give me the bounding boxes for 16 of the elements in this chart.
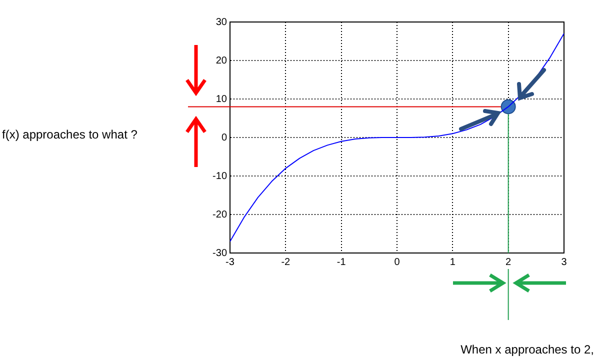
y-tick-label: 30 <box>216 16 228 28</box>
y-tick-label: 10 <box>216 94 228 105</box>
x-tick-label: 0 <box>394 256 400 268</box>
text: When x approaches to 2, <box>460 342 594 356</box>
x-tick-label: 3 <box>561 256 568 268</box>
y-tick-label: 20 <box>216 55 228 66</box>
x-tick-label: 2 <box>506 256 512 268</box>
text: f(x) approaches to what ? <box>2 127 138 142</box>
y-tick-label: -20 <box>212 209 228 220</box>
x-tick-label: -3 <box>226 256 235 268</box>
y-tick-label: -10 <box>212 170 228 182</box>
x-tick-label: -1 <box>336 256 346 268</box>
x-tick-label: 1 <box>450 256 456 268</box>
y-tick-label: -30 <box>212 248 228 259</box>
y-tick-label: 0 <box>221 132 228 144</box>
x-tick-label: -2 <box>281 256 291 268</box>
